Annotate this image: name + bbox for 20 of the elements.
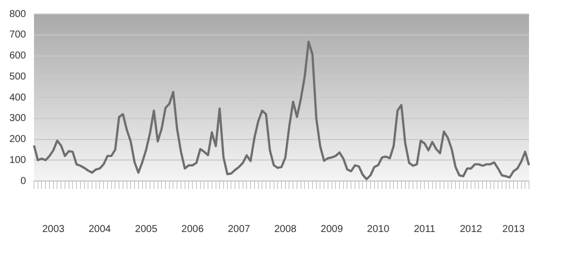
x-tick-label: 2011 (414, 224, 436, 235)
x-tick-label: 2006 (181, 224, 204, 235)
y-tick-label: 500 (9, 71, 26, 82)
y-tick-label: 800 (9, 8, 26, 20)
y-tick-label: 100 (9, 154, 26, 166)
y-tick-label: 700 (9, 30, 26, 41)
x-tick-label: 2013 (502, 224, 526, 235)
x-tick-label: 2009 (320, 224, 344, 235)
y-tick-label: 300 (9, 113, 26, 124)
y-tick-label: 600 (9, 50, 26, 62)
x-tick-label: 2008 (274, 224, 297, 235)
x-tick-label: 2010 (367, 224, 390, 235)
x-tick-label: 2012 (460, 224, 483, 235)
y-tick-label: 0 (20, 176, 26, 187)
x-tick-label: 2004 (88, 224, 112, 235)
y-tick-label: 400 (9, 92, 26, 104)
x-tick-label: 2005 (135, 224, 158, 235)
x-tick-label: 2007 (228, 224, 251, 235)
x-tick-label: 2003 (42, 224, 65, 235)
y-tick-label: 200 (9, 134, 26, 145)
